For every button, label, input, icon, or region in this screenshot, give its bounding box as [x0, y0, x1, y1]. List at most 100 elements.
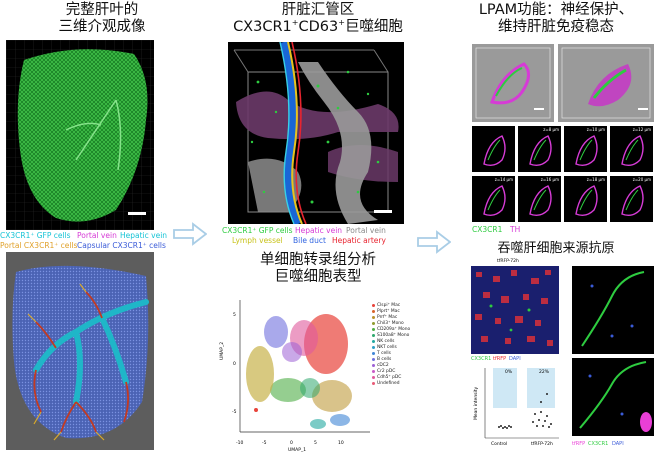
umap-legend-dot: [372, 327, 375, 331]
left-legend-portal: Portal vein: [77, 231, 117, 240]
legend2-tfrfp: tfRFP: [493, 356, 507, 362]
middle-title-cd63: CD63: [298, 19, 339, 35]
depth-label: z=14 μm: [494, 177, 513, 182]
umap-legend-dot: [372, 345, 375, 349]
middle-title-cx3cr1: CX3CR1: [233, 19, 292, 35]
depth-label: z=12 μm: [632, 127, 651, 132]
intensity-chart: [471, 364, 563, 452]
chart-pct-1: 0%: [505, 370, 513, 375]
umap-title-line1: 单细胞转录组分析: [260, 252, 376, 268]
scale-bar: [128, 212, 146, 215]
depth-slice: z=14 μm: [472, 176, 515, 222]
depth-label: z=20 μm: [632, 177, 651, 182]
flow-arrow-2: [417, 230, 451, 254]
umap-legend-dot: [372, 303, 375, 307]
legend3-dapi: DAPI: [612, 441, 624, 447]
umap-legend-item: CD209a⁺ Mono: [372, 326, 410, 332]
umap-legend-dot: [372, 321, 375, 325]
umap-legend-label: Prrf⁺ Mac: [377, 314, 398, 320]
umap-legend-label: NK cells: [377, 338, 395, 344]
liver-3d-image: [6, 252, 154, 450]
middle-title-line1: 肝脏汇管区: [281, 2, 355, 18]
right-title-line1: LPAM功能：神经保护、: [478, 2, 634, 18]
right-title-line2: 维持肝脏免疫稳态: [498, 19, 614, 35]
umap-legend-item: NK cells: [372, 338, 410, 344]
umap-title: 单细胞转录组分析 巨噬细胞表型: [218, 252, 418, 286]
middle-title-line2: CX3CR1+CD63+巨噬细胞: [218, 19, 418, 36]
depth-slice: z=16 μm: [518, 176, 561, 222]
right-legend-cx3cr1: CX3CR1: [472, 225, 503, 234]
depth-label: z=18 μm: [586, 177, 605, 182]
umap-legend-item: B cells: [372, 356, 410, 362]
umap-legend-item: Clspi⁺ Mac: [372, 302, 410, 308]
label-72h: tfRFP-72h: [497, 259, 519, 264]
umap-legend: Clspi⁺ Mac Plprt⁺ Mac Prrf⁺ Mac Chil3⁺ Mono…: [372, 302, 410, 386]
umap-legend-item: Cdh5⁺ pDC: [372, 374, 410, 380]
umap-legend-label: NKT cells: [377, 344, 397, 350]
umap-ylabel: UMAP_2: [220, 341, 225, 360]
umap-xtick-4: 5: [314, 441, 317, 446]
umap-legend-label: Cr2 pDC: [377, 368, 396, 374]
left-title: 完整肝叶的 三维介观成像: [2, 2, 202, 36]
umap-ytick-1: 5: [233, 313, 236, 318]
umap-legend-label: Undefined: [377, 380, 400, 386]
umap-legend-label: S100a8⁺ Mono: [377, 332, 410, 338]
middle-legend-bile: Bile duct: [293, 236, 326, 245]
depth-slice-composite: [472, 126, 515, 172]
umap-legend-dot: [372, 309, 375, 313]
middle-title-sup2: +: [338, 18, 345, 28]
depth-slice: z=12 μm: [610, 126, 653, 172]
depth-label: z=16 μm: [540, 177, 559, 182]
left-legend-hepatic: Hepatic vein: [120, 231, 168, 240]
depth-label: z=8 μm: [543, 127, 559, 132]
liver-lobe-image: [6, 40, 154, 230]
umap-legend-dot: [372, 339, 375, 343]
umap-plot: [222, 292, 412, 452]
middle-legend-lymph: Lymph vessel: [232, 236, 283, 245]
chart-x2: tfRFP-72h: [531, 442, 553, 447]
umap-xtick-2: -5: [262, 441, 267, 446]
umap-legend-dot: [372, 369, 375, 373]
left-legend-capsular: Capsular CX3CR1⁺ cells: [77, 241, 166, 250]
umap-title-line2: 巨噬细胞表型: [274, 269, 362, 285]
depth-slice: z=10 μm: [564, 126, 607, 172]
chart-x1: Control: [491, 442, 508, 447]
umap-legend-label: CD209a⁺ Mono: [377, 326, 411, 332]
umap-legend-label: B cells: [377, 356, 392, 362]
middle-title-macro: 巨噬细胞: [344, 19, 403, 35]
middle-title-sup1: +: [291, 18, 299, 28]
umap-legend-dot: [372, 315, 375, 319]
depth-slice: z=20 μm: [610, 176, 653, 222]
right-legend-th: TH: [510, 225, 521, 234]
umap-xtick-3: 0: [290, 441, 293, 446]
chart-pct-2: 22%: [539, 370, 550, 375]
umap-legend-label: Clspi⁺ Mac: [377, 302, 401, 308]
umap-legend-item: S100a8⁺ Mono: [372, 332, 410, 338]
umap-legend-label: cDC2: [377, 362, 389, 368]
legend2-cx3cr1: CX3CR1: [471, 356, 492, 362]
middle-legend-artery: Hepatic artery: [332, 236, 386, 245]
left-title-line1: 完整肝叶的: [65, 2, 139, 18]
depth-slice: z=8 μm: [518, 126, 561, 172]
umap-legend-item: cDC2: [372, 362, 410, 368]
flow-arrow-1: [173, 222, 207, 246]
antigen-title: 吞噬肝细胞来源抗原: [497, 241, 615, 256]
umap-legend-label: T cells: [377, 350, 391, 356]
merged-stain-image: [572, 358, 654, 436]
umap-legend-label: Cdh5⁺ pDC: [377, 374, 402, 380]
tfrfp-image: [471, 266, 559, 354]
umap-xtick-5: 10: [338, 441, 344, 446]
umap-legend-dot: [372, 375, 375, 379]
umap-legend-item: Cr2 pDC: [372, 368, 410, 374]
umap-legend-item: T cells: [372, 350, 410, 356]
legend3-cx3cr1: CX3CR1: [588, 441, 609, 447]
umap-legend-dot: [372, 357, 375, 361]
left-legend-gfp: CX3CR1⁺ GFP cells: [0, 231, 71, 240]
portal-area-image: [228, 42, 404, 224]
depth-label: z=10 μm: [586, 127, 605, 132]
umap-legend-label: Chil3⁺ Mono: [377, 320, 404, 326]
umap-ytick-3: -5: [232, 410, 237, 415]
depth-slices: z=8 μm z=10 μm z=12 μm z=14 μm z=16 μm z=18 μ…: [472, 126, 654, 222]
liver-lobe-shape: [17, 49, 148, 222]
green-stain-image: [572, 266, 654, 354]
